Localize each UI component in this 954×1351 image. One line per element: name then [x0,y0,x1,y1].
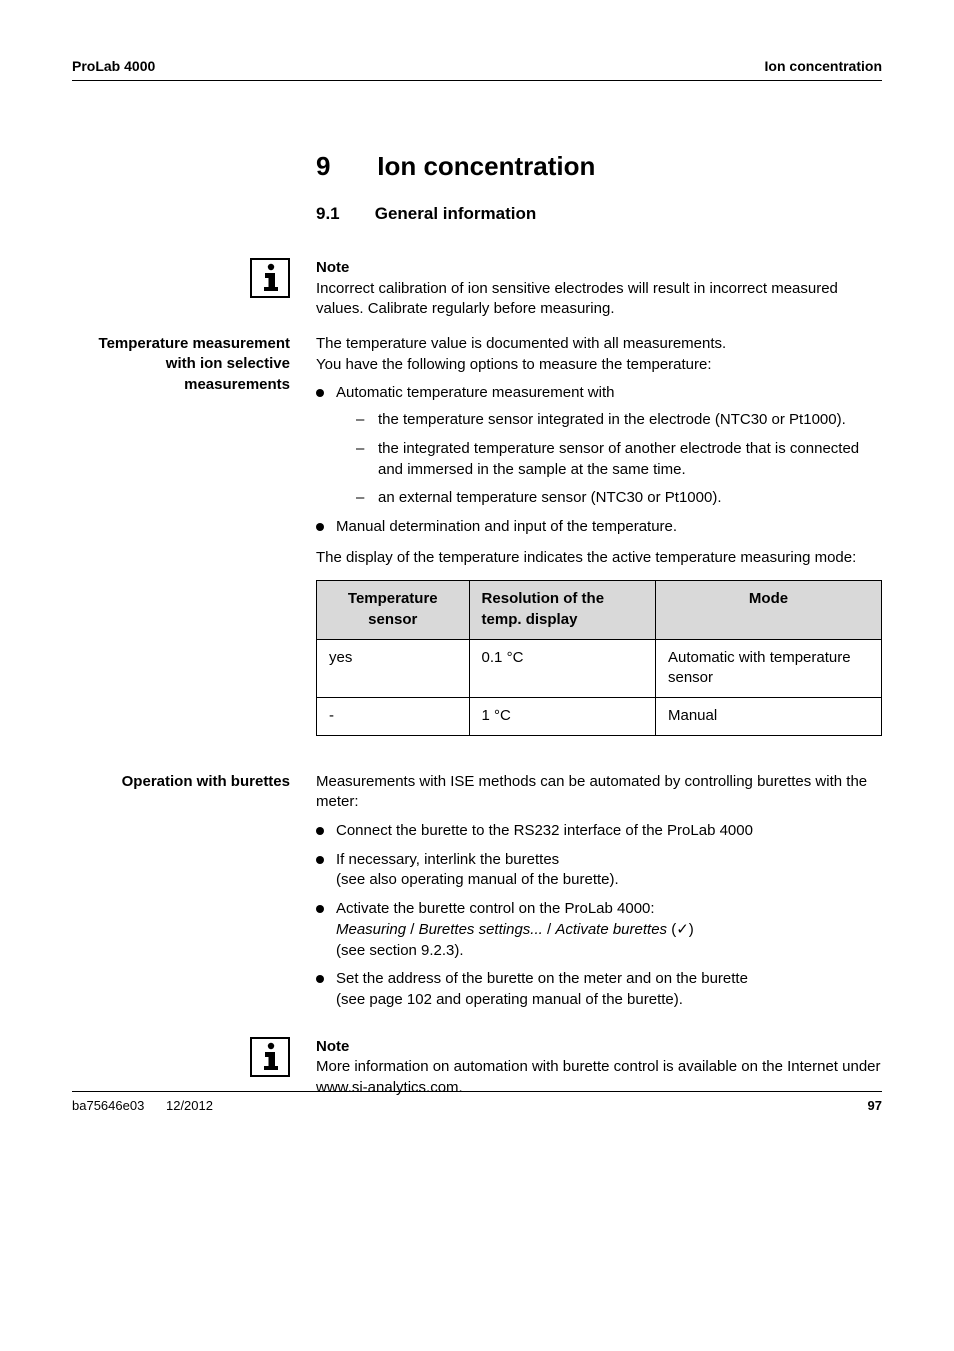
note-block-1: Note Incorrect calibration of ion sensit… [72,258,882,320]
temperature-side-label: Temperature measurement with ion selecti… [72,334,316,395]
temp-bullet-1-text: Automatic temperature measurement with [336,384,614,401]
burettes-b3-i3: Activate burettes [555,921,667,938]
burettes-b3-i1: Measuring [336,921,406,938]
temp-para-2: The display of the temperature indicates… [316,548,882,569]
note-1-text-col: Note Incorrect calibration of ion sensit… [316,258,882,320]
burettes-b3a: Activate the burette control on the ProL… [336,900,655,917]
temp-dash-2: the integrated temperature sensor of ano… [356,439,882,480]
burettes-b3-i2: Burettes settings... [419,921,543,938]
table-header-row: Temperature sensor Resolution of the tem… [317,581,882,639]
table-cell: - [317,698,470,736]
temp-intro-1: The temperature value is documented with… [316,334,882,355]
section-text: General information [375,204,537,223]
table-cell: yes [317,639,470,697]
burettes-bullet-1: Connect the burette to the RS232 interfa… [316,821,882,842]
temp-bullet-1: Automatic temperature measurement with t… [316,383,882,508]
table-header-0: Temperature sensor [317,581,470,639]
section-title: 9.1 General information [316,204,882,224]
burettes-b4b: (see page 102 and operating manual of th… [336,991,683,1008]
table-cell: Automatic with temperature sensor [655,639,881,697]
burettes-bullet-3: Activate the burette control on the ProL… [316,899,882,961]
info-icon [250,258,290,298]
burettes-bullet-2: If necessary, interlink the burettes (se… [316,850,882,891]
footer-left: ba75646e03 12/2012 [72,1098,213,1113]
chapter-number: 9 [316,151,370,182]
temp-intro-2: You have the following options to measur… [316,355,882,376]
burettes-b3c: (see section 9.2.3). [336,942,464,959]
note-2-label: Note [316,1037,882,1058]
chapter-title: 9 Ion concentration [316,151,882,182]
page-header: ProLab 4000 Ion concentration [72,58,882,81]
note-block-2: Note More information on automation with… [72,1037,882,1099]
chapter-text: Ion concentration [377,151,595,181]
table-header-2: Mode [655,581,881,639]
note-icon-col [72,258,316,304]
burettes-b3-sep2: / [543,921,556,938]
burettes-bullet-list: Connect the burette to the RS232 interfa… [316,821,882,1011]
footer-left-1: ba75646e03 [72,1098,144,1113]
table-row: yes 0.1 °C Automatic with temperature se… [317,639,882,697]
burettes-bullet-4: Set the address of the burette on the me… [316,969,882,1010]
page: ProLab 4000 Ion concentration 9 Ion conc… [0,0,954,1143]
burettes-b3-check: (✓) [667,921,694,938]
burettes-block: Operation with burettes Measurements wit… [72,772,882,1021]
page-footer: ba75646e03 12/2012 97 [72,1091,882,1113]
table-row: - 1 °C Manual [317,698,882,736]
table-cell: Manual [655,698,881,736]
note-1-text: Incorrect calibration of ion sensitive e… [316,279,882,320]
temperature-content: The temperature value is documented with… [316,334,882,758]
info-icon [250,1037,290,1077]
page-number: 97 [868,1098,882,1113]
header-right: Ion concentration [765,58,882,74]
footer-left-2: 12/2012 [166,1098,213,1113]
burettes-b2a: If necessary, interlink the burettes [336,851,559,868]
note-1-label: Note [316,258,882,279]
temp-dash-list: the temperature sensor integrated in the… [356,410,882,509]
temperature-block: Temperature measurement with ion selecti… [72,334,882,758]
temp-dash-3: an external temperature sensor (NTC30 or… [356,488,882,509]
note-2-text-col: Note More information on automation with… [316,1037,882,1099]
temperature-table: Temperature sensor Resolution of the tem… [316,580,882,735]
note-icon-col-2 [72,1037,316,1083]
table-cell: 0.1 °C [469,639,655,697]
temp-dash-1: the temperature sensor integrated in the… [356,410,882,431]
burettes-b2b: (see also operating manual of the burett… [336,871,619,888]
temp-bullet-2: Manual determination and input of the te… [316,517,882,538]
temp-bullet-list: Automatic temperature measurement with t… [316,383,882,537]
table-header-1: Resolution of the temp. display [469,581,655,639]
burettes-content: Measurements with ISE methods can be aut… [316,772,882,1021]
burettes-intro: Measurements with ISE methods can be aut… [316,772,882,813]
burettes-side-label: Operation with burettes [72,772,316,792]
burettes-b3-sep1: / [406,921,419,938]
burettes-b4a: Set the address of the burette on the me… [336,970,748,987]
section-number: 9.1 [316,204,370,224]
header-left: ProLab 4000 [72,58,155,74]
table-cell: 1 °C [469,698,655,736]
